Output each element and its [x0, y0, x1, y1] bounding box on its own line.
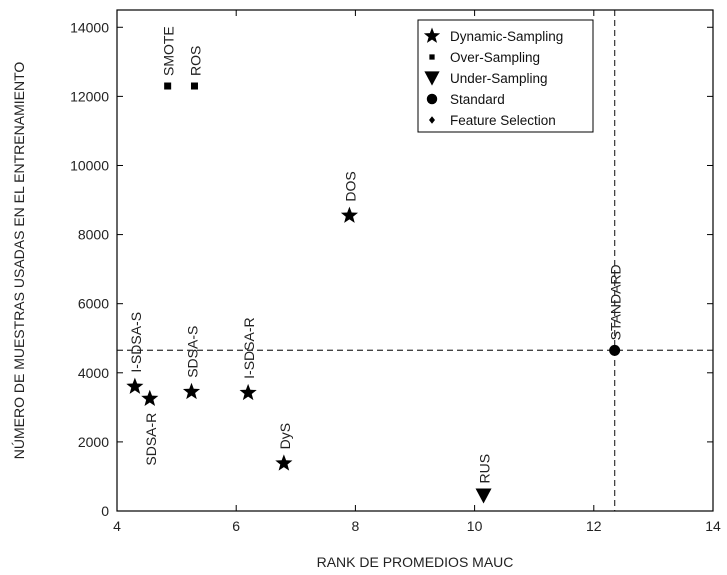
point-label: SMOTE: [161, 26, 177, 76]
x-axis-title: RANK DE PROMEDIOS MAUC: [317, 554, 514, 570]
legend-entry: Under-Sampling: [450, 71, 548, 86]
y-axis-title: NÚMERO DE MUESTRAS USADAS EN EL ENTRENAM…: [11, 62, 27, 460]
legend-marker: [423, 27, 441, 43]
data-point: [239, 383, 257, 401]
point-label: I-SDSA-R: [241, 317, 257, 378]
x-tick-label: 10: [467, 518, 483, 534]
y-tick-label: 14000: [70, 19, 109, 35]
data-point: [190, 82, 198, 90]
y-tick-label: 0: [101, 503, 109, 519]
data-points: I-SDSA-S SDSA-R SDSA-S I-SDSA-R DyS DOS SMOTE R…: [126, 26, 624, 504]
point-label: STANDARD: [608, 264, 624, 340]
point-label: SDSA-S: [185, 326, 201, 378]
legend-box: [417, 19, 594, 133]
plot-frame: [116, 9, 714, 512]
x-tick-label: 14: [705, 518, 721, 534]
data-point: [609, 344, 621, 356]
legend-marker: [429, 116, 435, 124]
point-label: ROS: [187, 46, 203, 76]
data-point: [164, 82, 172, 90]
y-tick-label: 8000: [78, 227, 109, 243]
legend-entry: Feature Selection: [450, 113, 556, 128]
data-point: [141, 389, 159, 406]
x-tick-label: 6: [232, 518, 240, 534]
data-point: [340, 206, 358, 223]
point-label: SDSA-R: [143, 413, 159, 466]
point-label: I-SDSA-S: [128, 312, 144, 373]
y-tick-label: 2000: [78, 434, 109, 450]
data-point: [275, 454, 293, 471]
legend-entry: Dynamic-Sampling: [450, 29, 563, 44]
legend: Dynamic-Sampling Over-Sampling Under-Sampl…: [417, 19, 594, 133]
y-tick-label: 4000: [78, 365, 109, 381]
reference-lines: [117, 10, 713, 511]
legend-marker: [429, 54, 435, 60]
y-tick-label: 12000: [70, 88, 109, 104]
axis-ticks: 4 6 8 10 12 14 0 2000 4000 6000 8000 10000 12000 1400…: [70, 10, 721, 534]
legend-marker: [424, 71, 440, 86]
y-tick-label: 6000: [78, 296, 109, 312]
legend-marker: [426, 93, 438, 105]
x-tick-label: 8: [352, 518, 360, 534]
y-tick-label: 10000: [70, 157, 109, 173]
point-label: RUS: [477, 454, 493, 484]
data-point: [475, 488, 492, 504]
x-tick-label: 12: [586, 518, 602, 534]
x-tick-label: 4: [113, 518, 121, 534]
data-point: [126, 377, 144, 394]
legend-entry: Over-Sampling: [450, 50, 540, 65]
point-label: DyS: [277, 423, 293, 449]
legend-entry: Standard: [450, 92, 505, 107]
point-label: DOS: [342, 171, 358, 201]
data-point: [182, 382, 201, 400]
